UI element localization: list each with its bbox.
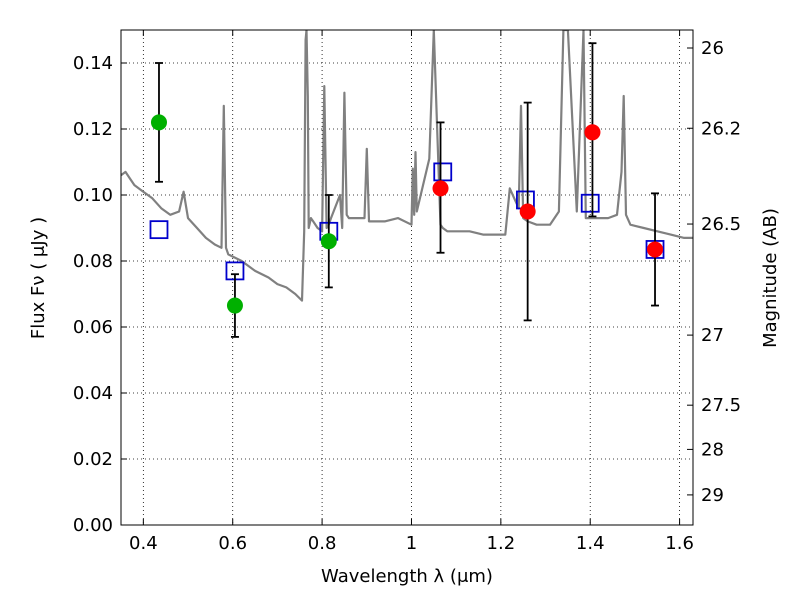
model-spectrum-line [121,30,693,302]
y-tick-label: 0.04 [73,383,113,404]
y-tick-label: 0.14 [73,53,113,74]
x-tick-label: 1.2 [487,533,516,554]
y-tick-label: 0.00 [73,515,113,536]
x-tick-label: 0.6 [218,533,247,554]
model-photometry-square [149,220,169,240]
red-data-point [647,241,664,258]
right-tick-label: 28 [701,439,724,460]
y-axis-title: Flux Fν ( μJy ) [28,217,49,339]
green-data-point [226,297,243,314]
right-tick-label: 26.2 [701,118,741,139]
data-points-layer [149,42,665,338]
x-tick-label: 0.4 [129,533,158,554]
right-tick-label: 26.5 [701,214,741,235]
y-tick-label: 0.02 [73,449,113,470]
right-tick-label: 27.5 [701,395,741,416]
x-tick-label: 0.8 [308,533,337,554]
model-photometry-square [580,193,600,213]
y-tick-label: 0.12 [73,119,113,140]
right-tick-label: 29 [701,485,724,506]
grid [121,30,693,526]
red-data-point [584,124,601,141]
right-tick-label: 26 [701,38,724,59]
red-data-point [432,180,449,197]
y-tick-label: 0.06 [73,317,113,338]
x-tick-label: 1.6 [665,533,694,554]
y-tick-label: 0.08 [73,251,113,272]
y-tick-label: 0.10 [73,185,113,206]
x-tick-label: 1 [406,533,417,554]
right-tick-label: 27 [701,325,724,346]
axis-ticks: 0.4 0.6 0.8 1 1.2 1.4 1.6 0.00 0.02 0.04 0.06 0.08 0… [73,30,741,554]
x-tick-label: 1.4 [576,533,605,554]
model-spectrum-layer [121,30,693,302]
green-data-point [320,233,337,250]
plot-frame [120,29,694,526]
right-axis-title: Magnitude (AB) [760,208,781,348]
green-data-point [150,114,167,131]
model-photometry-square [433,162,453,182]
x-axis-title: Wavelength λ (μm) [321,566,493,587]
red-data-point [519,203,536,220]
